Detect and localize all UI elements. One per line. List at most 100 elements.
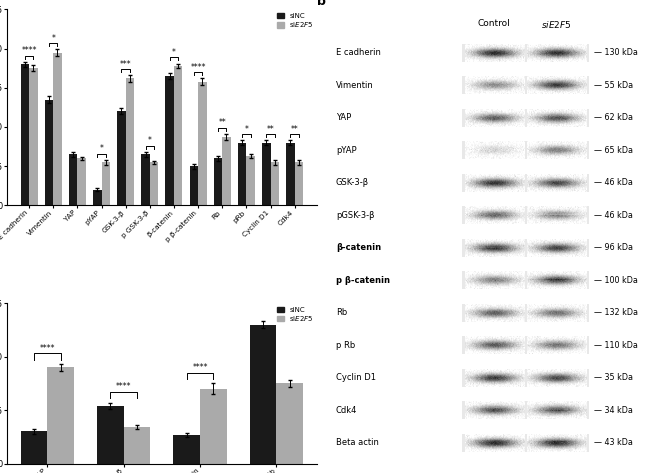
Text: p β-catenin: p β-catenin (336, 276, 390, 285)
Bar (294, 162, 303, 205)
Legend: siNC, si$E2F5$: siNC, si$E2F5$ (277, 307, 314, 323)
Bar (190, 166, 198, 205)
Text: — 96 kDa: — 96 kDa (594, 243, 633, 253)
Bar (462, 44, 589, 62)
Text: ****: **** (116, 383, 131, 392)
Bar (124, 427, 150, 464)
Text: — 46 kDa: — 46 kDa (594, 211, 632, 220)
Bar (150, 162, 158, 205)
Text: pYAP: pYAP (336, 146, 356, 155)
Bar (69, 154, 77, 205)
Bar (465, 304, 524, 322)
Text: — 62 kDa: — 62 kDa (594, 114, 633, 123)
Bar (125, 79, 134, 205)
Legend: siNC, si$E2F5$: siNC, si$E2F5$ (277, 13, 314, 29)
Bar (465, 336, 524, 354)
Bar (527, 109, 586, 127)
Bar (465, 239, 524, 257)
Text: *: * (51, 34, 55, 43)
Text: — 43 kDa: — 43 kDa (594, 438, 632, 447)
Bar (462, 336, 589, 354)
Text: GSK-3-β: GSK-3-β (336, 178, 369, 187)
Bar (527, 369, 586, 387)
Text: b: b (317, 0, 326, 8)
Bar (462, 239, 589, 257)
Bar (462, 174, 589, 192)
Bar (45, 99, 53, 205)
Bar (462, 369, 589, 387)
Bar (117, 111, 125, 205)
Bar (214, 158, 222, 205)
Bar (527, 206, 586, 224)
Bar (198, 81, 207, 205)
Bar (527, 336, 586, 354)
Bar (527, 272, 586, 289)
Text: — 46 kDa: — 46 kDa (594, 178, 632, 187)
Text: Rb: Rb (336, 308, 347, 317)
Bar (47, 368, 74, 464)
Text: **: ** (266, 125, 274, 134)
Bar (53, 53, 62, 205)
Bar (276, 384, 303, 464)
Bar (465, 77, 524, 95)
Text: si$E2F5$: si$E2F5$ (541, 18, 572, 29)
Bar (527, 434, 586, 452)
Text: — 35 kDa: — 35 kDa (594, 373, 633, 382)
Text: — 55 kDa: — 55 kDa (594, 81, 633, 90)
Bar (262, 143, 270, 205)
Bar (270, 162, 279, 205)
Bar (21, 64, 29, 205)
Bar (527, 44, 586, 62)
Text: Beta actin: Beta actin (336, 438, 379, 447)
Text: pGSK-3-β: pGSK-3-β (336, 211, 374, 220)
Bar (462, 141, 589, 159)
Bar (462, 434, 589, 452)
Bar (21, 431, 47, 464)
Bar (465, 434, 524, 452)
Bar (93, 190, 101, 205)
Text: β-catenin: β-catenin (336, 243, 381, 253)
Text: — 110 kDa: — 110 kDa (594, 341, 638, 350)
Bar (462, 206, 589, 224)
Bar (527, 174, 586, 192)
Bar (462, 304, 589, 322)
Bar (465, 369, 524, 387)
Bar (462, 77, 589, 95)
Bar (29, 68, 38, 205)
Bar (465, 401, 524, 419)
Text: Control: Control (478, 18, 511, 27)
Text: **: ** (291, 125, 298, 134)
Bar (222, 137, 231, 205)
Text: — 34 kDa: — 34 kDa (594, 406, 632, 415)
Bar (527, 304, 586, 322)
Bar (462, 401, 589, 419)
Text: — 100 kDa: — 100 kDa (594, 276, 638, 285)
Text: Vimentin: Vimentin (336, 81, 374, 90)
Text: E cadherin: E cadherin (336, 48, 381, 57)
Text: Cdk4: Cdk4 (336, 406, 358, 415)
Bar (465, 141, 524, 159)
Bar (200, 389, 227, 464)
Text: YAP: YAP (336, 114, 351, 123)
Bar (527, 141, 586, 159)
Bar (465, 272, 524, 289)
Bar (174, 66, 183, 205)
Text: *: * (148, 136, 151, 145)
Text: *: * (99, 144, 103, 153)
Bar (77, 158, 86, 205)
Bar (465, 206, 524, 224)
Text: *: * (244, 125, 248, 134)
Bar (141, 154, 150, 205)
Bar (174, 435, 200, 464)
Bar (462, 109, 589, 127)
Text: — 132 kDa: — 132 kDa (594, 308, 638, 317)
Bar (527, 239, 586, 257)
Bar (465, 44, 524, 62)
Bar (465, 109, 524, 127)
Bar (246, 156, 255, 205)
Text: ****: **** (40, 344, 55, 353)
Bar (101, 162, 110, 205)
Text: p Rb: p Rb (336, 341, 355, 350)
Text: ****: **** (190, 63, 206, 72)
Bar (97, 406, 124, 464)
